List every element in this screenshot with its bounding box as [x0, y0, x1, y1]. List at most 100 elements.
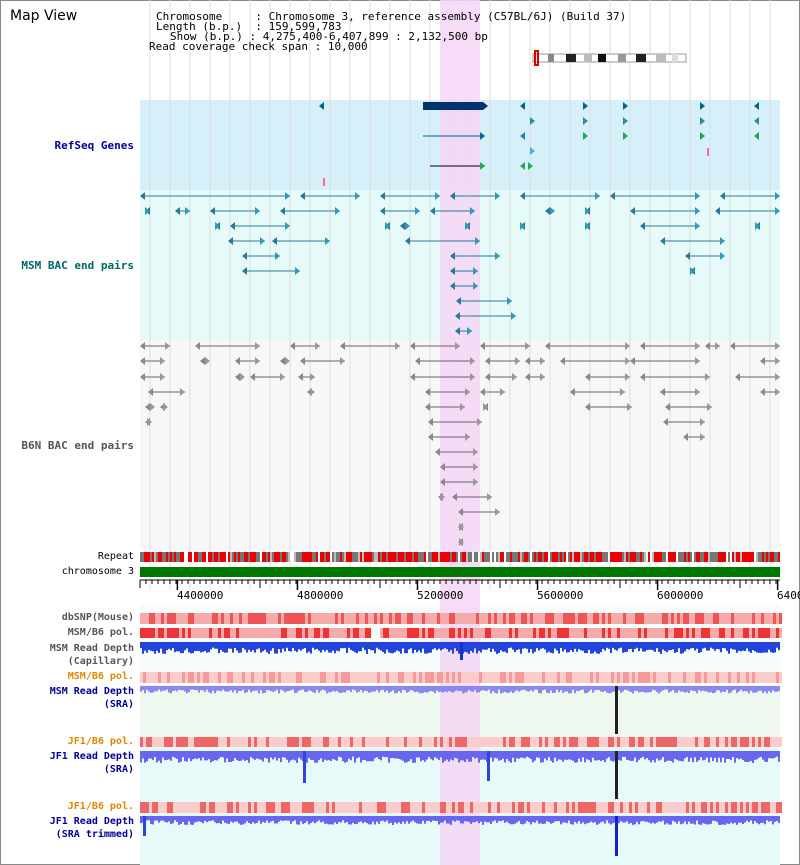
pol-cell [446, 613, 449, 624]
pol-cell [344, 802, 347, 813]
pol-cell [515, 628, 518, 638]
read-depth-bar [326, 686, 328, 694]
pol-cell [170, 628, 173, 638]
feature-arrow [700, 102, 705, 110]
read-depth-bar [268, 642, 270, 654]
read-depth-bar [564, 642, 566, 650]
track-label-msm-b6-pol-2[interactable]: MSM/B6 pol. [67, 671, 134, 682]
read-depth-bar [550, 686, 552, 691]
pol-cell [653, 613, 656, 624]
pol-cell [542, 672, 545, 683]
track-label-dbsnp[interactable]: dbSNP(Mouse) [61, 612, 134, 623]
read-depth-bar [392, 816, 394, 825]
pol-cell [365, 737, 368, 747]
read-depth-bar [362, 751, 364, 760]
read-depth-bar [582, 686, 584, 690]
repeat-segment [328, 552, 330, 562]
read-depth-bar [770, 816, 772, 821]
repeat-segment [320, 552, 322, 562]
pol-cell [527, 613, 530, 624]
repeat-segment [232, 552, 234, 562]
read-depth-bar [608, 642, 610, 649]
pol-cell [686, 802, 689, 813]
track-label-msm-depth-cap[interactable]: MSM Read Depth [50, 643, 134, 654]
read-depth-bar [264, 686, 266, 693]
feature-arrow [540, 357, 545, 365]
read-depth-bar [542, 816, 544, 824]
pol-cell [302, 628, 305, 638]
repeat-segment [664, 552, 666, 562]
pol-cell [179, 628, 182, 638]
pol-cell [653, 802, 656, 813]
pol-cell [671, 613, 674, 624]
track-label-jf1-depth-trim-2: (SRA trimmed) [55, 829, 134, 840]
pol-cell [530, 672, 533, 683]
pol-cell [464, 802, 467, 813]
pol-cell [419, 802, 422, 813]
read-depth-bar [648, 751, 650, 761]
read-depth-bar [318, 816, 320, 821]
track-label-msm-b6-pol[interactable]: MSM/B6 pol. [67, 627, 134, 638]
read-depth-bar [372, 751, 374, 762]
read-depth-bar [680, 816, 682, 825]
track-label-b6n-bac[interactable]: B6N BAC end pairs [21, 439, 134, 452]
feature-arrow [525, 342, 530, 350]
pol-cell [290, 628, 293, 638]
read-depth-bar [312, 816, 314, 822]
feature-arrow [425, 403, 430, 411]
track-label-refseq[interactable]: RefSeq Genes [54, 139, 134, 152]
track-label-jf1-depth-sra[interactable]: JF1 Read Depth [49, 751, 134, 762]
read-depth-bar [384, 751, 386, 758]
read-depth-bar [352, 751, 354, 757]
pol-cell [392, 628, 395, 638]
read-depth-bar [352, 642, 354, 651]
read-depth-bar [570, 816, 572, 825]
read-depth-bar [518, 816, 520, 821]
read-depth-bar [562, 642, 564, 652]
repeat-segment [464, 552, 466, 562]
track-label-jf1-b6-pol[interactable]: JF1/B6 pol. [67, 736, 134, 747]
pol-cell [260, 628, 263, 638]
pol-cell [455, 628, 458, 638]
read-depth-bar [496, 816, 498, 823]
pol-cell [776, 613, 779, 624]
read-depth-bar [312, 642, 314, 648]
read-depth-bar [754, 642, 756, 652]
track-label-msm-bac[interactable]: MSM BAC end pairs [21, 259, 134, 272]
pol-cell [641, 672, 644, 683]
feature-arrow [495, 508, 500, 516]
read-depth-bar [246, 816, 248, 822]
read-depth-bar [536, 686, 538, 690]
read-depth-bar [632, 686, 634, 694]
track-label-jf1-depth-trim[interactable]: JF1 Read Depth [49, 816, 134, 827]
read-depth-bar [148, 642, 150, 650]
pol-cell [626, 672, 629, 683]
pol-cell [428, 613, 431, 624]
pol-cell [143, 737, 146, 747]
pol-cell [221, 613, 224, 624]
read-depth-bar [468, 686, 470, 690]
pol-cell [341, 628, 344, 638]
track-label-msm-depth-sra[interactable]: MSM Read Depth [49, 686, 134, 697]
pol-cell [302, 613, 305, 624]
pol-cell [548, 802, 551, 813]
feature-arrow [528, 162, 533, 170]
pol-cell [665, 672, 668, 683]
pol-cell [656, 628, 659, 638]
repeat-segment [714, 552, 716, 562]
pol-cell [368, 737, 371, 747]
read-depth-bar [510, 642, 512, 648]
read-depth-bar [568, 816, 570, 821]
feature-arrow [695, 222, 700, 230]
read-depth-bar [558, 816, 560, 822]
pol-cell [389, 737, 392, 747]
read-depth-bar [412, 642, 414, 654]
read-depth-bar [350, 686, 352, 692]
pol-cell [437, 672, 440, 683]
read-depth-bar [208, 816, 210, 822]
pol-cell [323, 802, 326, 813]
read-depth-bar [544, 816, 546, 824]
track-label-jf1-b6-pol-2[interactable]: JF1/B6 pol. [67, 801, 134, 812]
pol-cell [530, 737, 533, 747]
